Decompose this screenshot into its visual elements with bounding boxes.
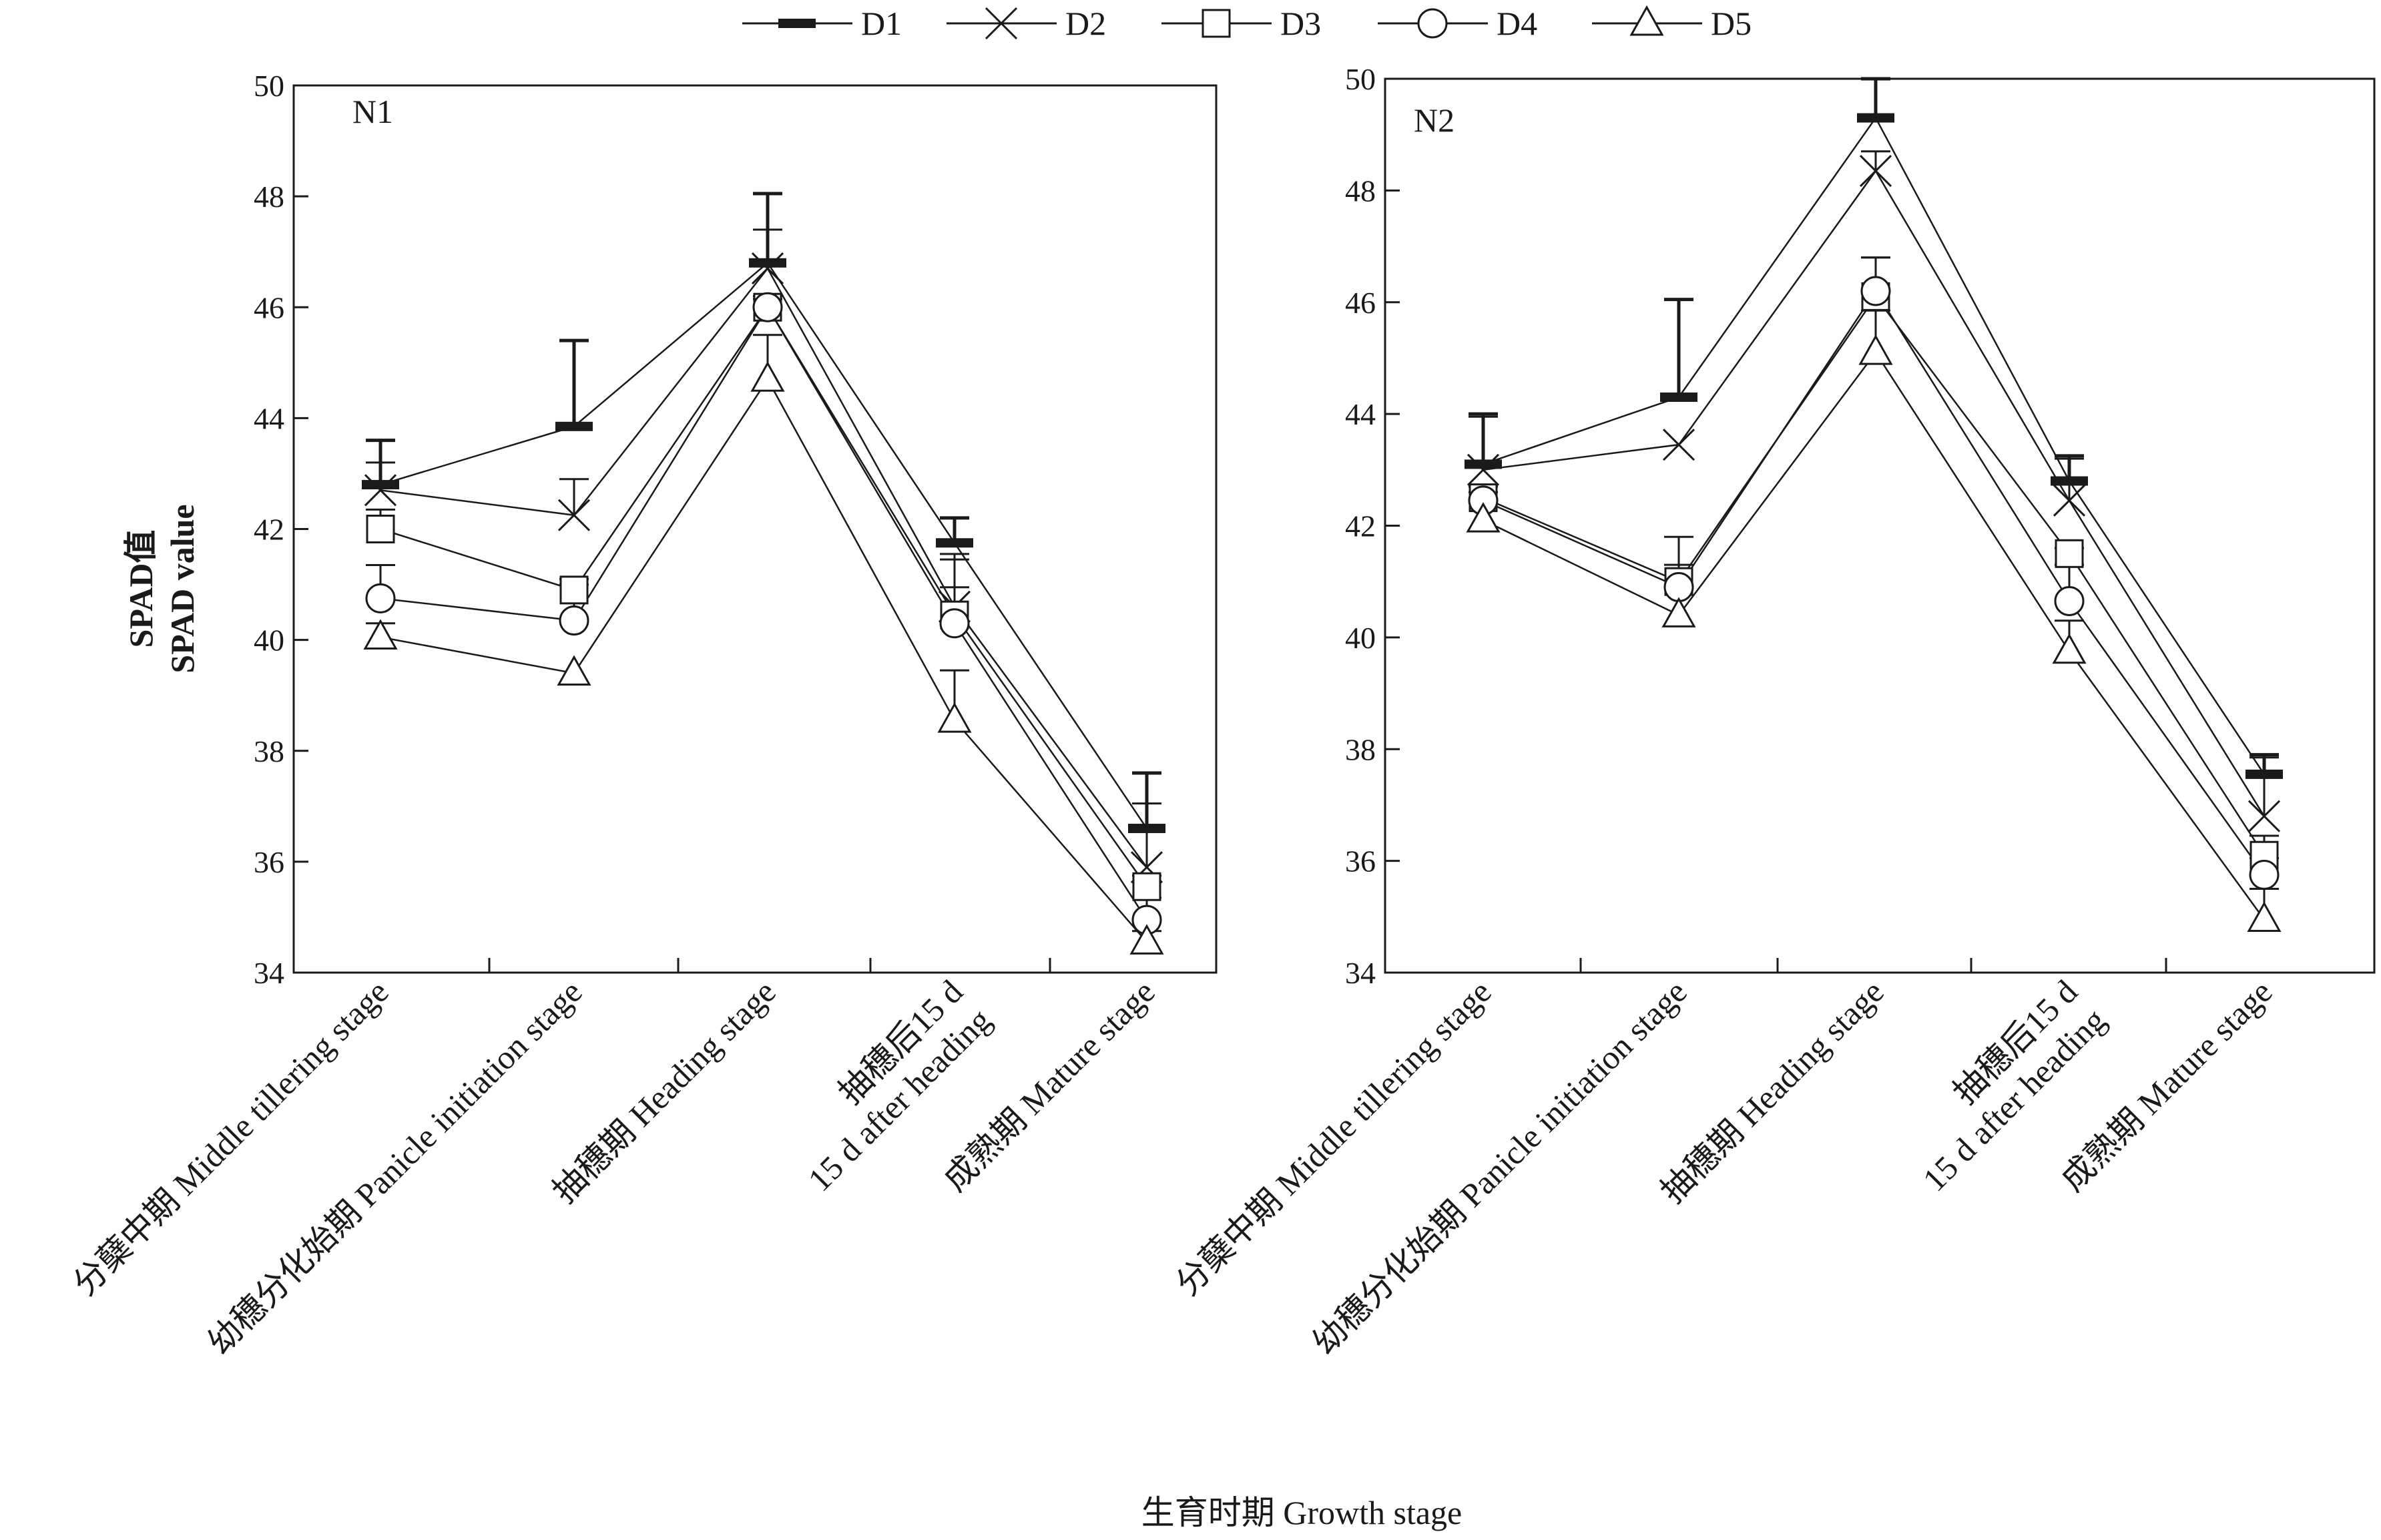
point-d3 — [2055, 539, 2084, 568]
legend-item: D2 — [947, 5, 1106, 42]
legend-label: D5 — [1711, 5, 1752, 42]
point-d5 — [1466, 502, 1501, 533]
point-d5 — [2052, 633, 2087, 664]
point-d5 — [557, 655, 591, 686]
y-tick-label: 48 — [254, 180, 284, 214]
point-d4 — [365, 583, 396, 613]
y-axis-title-en: SPAD value — [164, 504, 201, 673]
legend-label: D4 — [1497, 5, 1537, 42]
x-axis-title: 生育时期 Growth stage — [1141, 1494, 1463, 1531]
y-tick-label: 38 — [1345, 732, 1376, 766]
point-d3 — [366, 515, 395, 543]
panel-label: N2 — [1414, 101, 1454, 139]
point-d1 — [1660, 393, 1697, 403]
legend-marker-square — [1202, 9, 1231, 38]
y-tick-label: 40 — [254, 623, 284, 658]
point-d1 — [936, 538, 973, 548]
y-tick-label: 46 — [254, 290, 284, 324]
point-d2 — [1859, 155, 1892, 188]
legend-label: D2 — [1065, 5, 1106, 42]
series-line-d3 — [1483, 295, 2266, 856]
y-tick-label: 50 — [254, 69, 284, 103]
series-line-d2 — [1483, 169, 2266, 817]
plot-frame — [292, 84, 1218, 974]
point-d1 — [2051, 476, 2088, 486]
y-tick-label: 36 — [1345, 844, 1376, 878]
legend-item: D3 — [1161, 5, 1321, 42]
x-category-label: 抽穗期 Heading stage — [1653, 973, 1891, 1210]
legend-item: D5 — [1592, 5, 1752, 42]
point-d2 — [2247, 800, 2281, 832]
legend-marker-thick-bar — [778, 19, 816, 28]
series-line-d4 — [380, 305, 1148, 921]
panel-label: N1 — [352, 93, 393, 130]
y-tick-label: 50 — [1345, 62, 1376, 96]
point-d5 — [2247, 901, 2282, 932]
point-d5 — [937, 702, 972, 733]
y-tick-label: 38 — [254, 734, 284, 768]
x-category-label: 分蘖中期 Middle tillering stage — [1169, 973, 1499, 1302]
point-d1 — [2245, 769, 2283, 779]
series-line-d4 — [1483, 289, 2266, 876]
panel-n2: 34 36 38 40 42 44 46 48 50 N2 分蘖中期 Middle tillerin… — [1169, 62, 2376, 1362]
legend-label: D3 — [1280, 5, 1321, 42]
point-d2 — [1662, 429, 1695, 461]
point-d1 — [555, 421, 593, 431]
panel-n1: 34 36 38 40 42 44 46 48 50 N1 分蘖中期 Middle tillerin… — [66, 69, 1218, 1362]
point-d5 — [1858, 334, 1893, 365]
point-d2 — [557, 499, 591, 531]
series-line-d5 — [380, 377, 1147, 943]
x-category-label: 分蘖中期 Middle tillering stage — [66, 973, 396, 1302]
y-tick-label: 48 — [1345, 174, 1376, 208]
point-d4 — [939, 608, 970, 639]
point-d3 — [1132, 872, 1161, 901]
y-tick-label: 46 — [1345, 286, 1376, 320]
point-d1 — [749, 258, 786, 268]
legend: D1 D2 D3 D4 D5 — [742, 5, 1752, 42]
y-tick-label: 34 — [254, 956, 284, 990]
point-d4 — [2054, 585, 2085, 616]
point-d1 — [1857, 113, 1894, 123]
x-category-label: 抽穗期 Heading stage — [545, 973, 783, 1210]
point-d1 — [1128, 824, 1165, 834]
plot-frame — [1384, 77, 2376, 974]
point-d4 — [559, 605, 589, 636]
x-category-label: 幼穗分化始期 Panicle initiation stage — [200, 973, 589, 1362]
series-line-d1 — [1483, 116, 2266, 775]
series-line-d3 — [380, 305, 1148, 887]
point-d2 — [1467, 453, 1500, 486]
y-tick-label: 40 — [1345, 621, 1376, 655]
y-tick-label: 36 — [254, 845, 284, 879]
legend-label: D1 — [861, 5, 902, 42]
point-d4 — [2249, 860, 2280, 890]
point-d4 — [1663, 572, 1694, 603]
legend-item: D1 — [742, 5, 902, 42]
series-line-d5 — [1483, 350, 2266, 921]
x-category-label: 幼穗分化始期 Panicle initiation stage — [1305, 973, 1694, 1362]
point-d5 — [1129, 924, 1164, 955]
legend-item: D4 — [1378, 5, 1537, 42]
y-tick-label: 42 — [1345, 509, 1376, 543]
point-d5 — [750, 361, 785, 392]
point-d5 — [1661, 597, 1696, 627]
point-d5 — [363, 619, 398, 650]
point-d2 — [751, 252, 784, 285]
y-tick-label: 44 — [1345, 397, 1376, 431]
point-d4 — [1860, 276, 1891, 306]
point-d3 — [559, 575, 589, 605]
y-tick-label: 42 — [254, 513, 284, 547]
point-d1 — [362, 480, 399, 490]
legend-marker-circle — [1417, 8, 1448, 39]
point-d2 — [364, 474, 397, 507]
y-axis-title-cn: SPAD值 — [122, 530, 160, 648]
y-tick-label: 34 — [1345, 956, 1376, 990]
point-d1 — [1465, 459, 1502, 469]
y-tick-label: 44 — [254, 401, 284, 435]
point-d2 — [2053, 484, 2086, 517]
point-d4 — [752, 292, 783, 322]
legend-marker-triangle — [1629, 5, 1664, 36]
legend-marker-cross — [985, 7, 1018, 40]
series-line-d2 — [380, 266, 1148, 868]
